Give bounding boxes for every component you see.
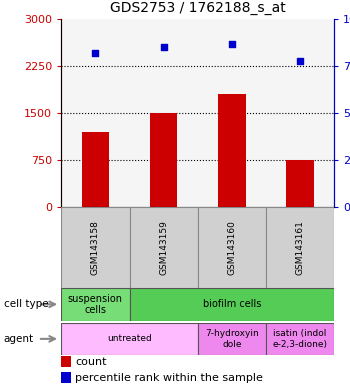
Bar (266, 323, 334, 355)
Bar (150, 113, 177, 207)
Text: suspension
cells: suspension cells (68, 293, 123, 315)
Text: 7-hydroxyin
dole: 7-hydroxyin dole (205, 329, 259, 349)
Text: count: count (75, 357, 107, 367)
Text: GSM143159: GSM143159 (159, 220, 168, 275)
Bar (198, 207, 266, 288)
Bar (287, 161, 314, 207)
Text: GSM143158: GSM143158 (91, 220, 100, 275)
Bar (218, 94, 246, 207)
Bar (198, 323, 266, 355)
Point (161, 45, 167, 51)
Bar (130, 288, 334, 321)
Bar (61, 207, 130, 288)
Point (229, 41, 234, 47)
Text: cell type: cell type (4, 299, 48, 310)
Bar (82, 132, 109, 207)
Text: GSM143161: GSM143161 (296, 220, 304, 275)
Text: GSM143160: GSM143160 (228, 220, 236, 275)
Bar (266, 207, 334, 288)
Text: biofilm cells: biofilm cells (203, 299, 261, 310)
Text: untreated: untreated (107, 334, 152, 343)
Text: percentile rank within the sample: percentile rank within the sample (75, 373, 263, 383)
Point (92, 50, 98, 56)
Title: GDS2753 / 1762188_s_at: GDS2753 / 1762188_s_at (110, 2, 286, 15)
Bar (61, 323, 198, 355)
Bar (61, 288, 130, 321)
Text: agent: agent (4, 334, 34, 344)
Text: isatin (indol
e-2,3-dione): isatin (indol e-2,3-dione) (273, 329, 328, 349)
Bar (130, 207, 198, 288)
Point (298, 58, 303, 64)
